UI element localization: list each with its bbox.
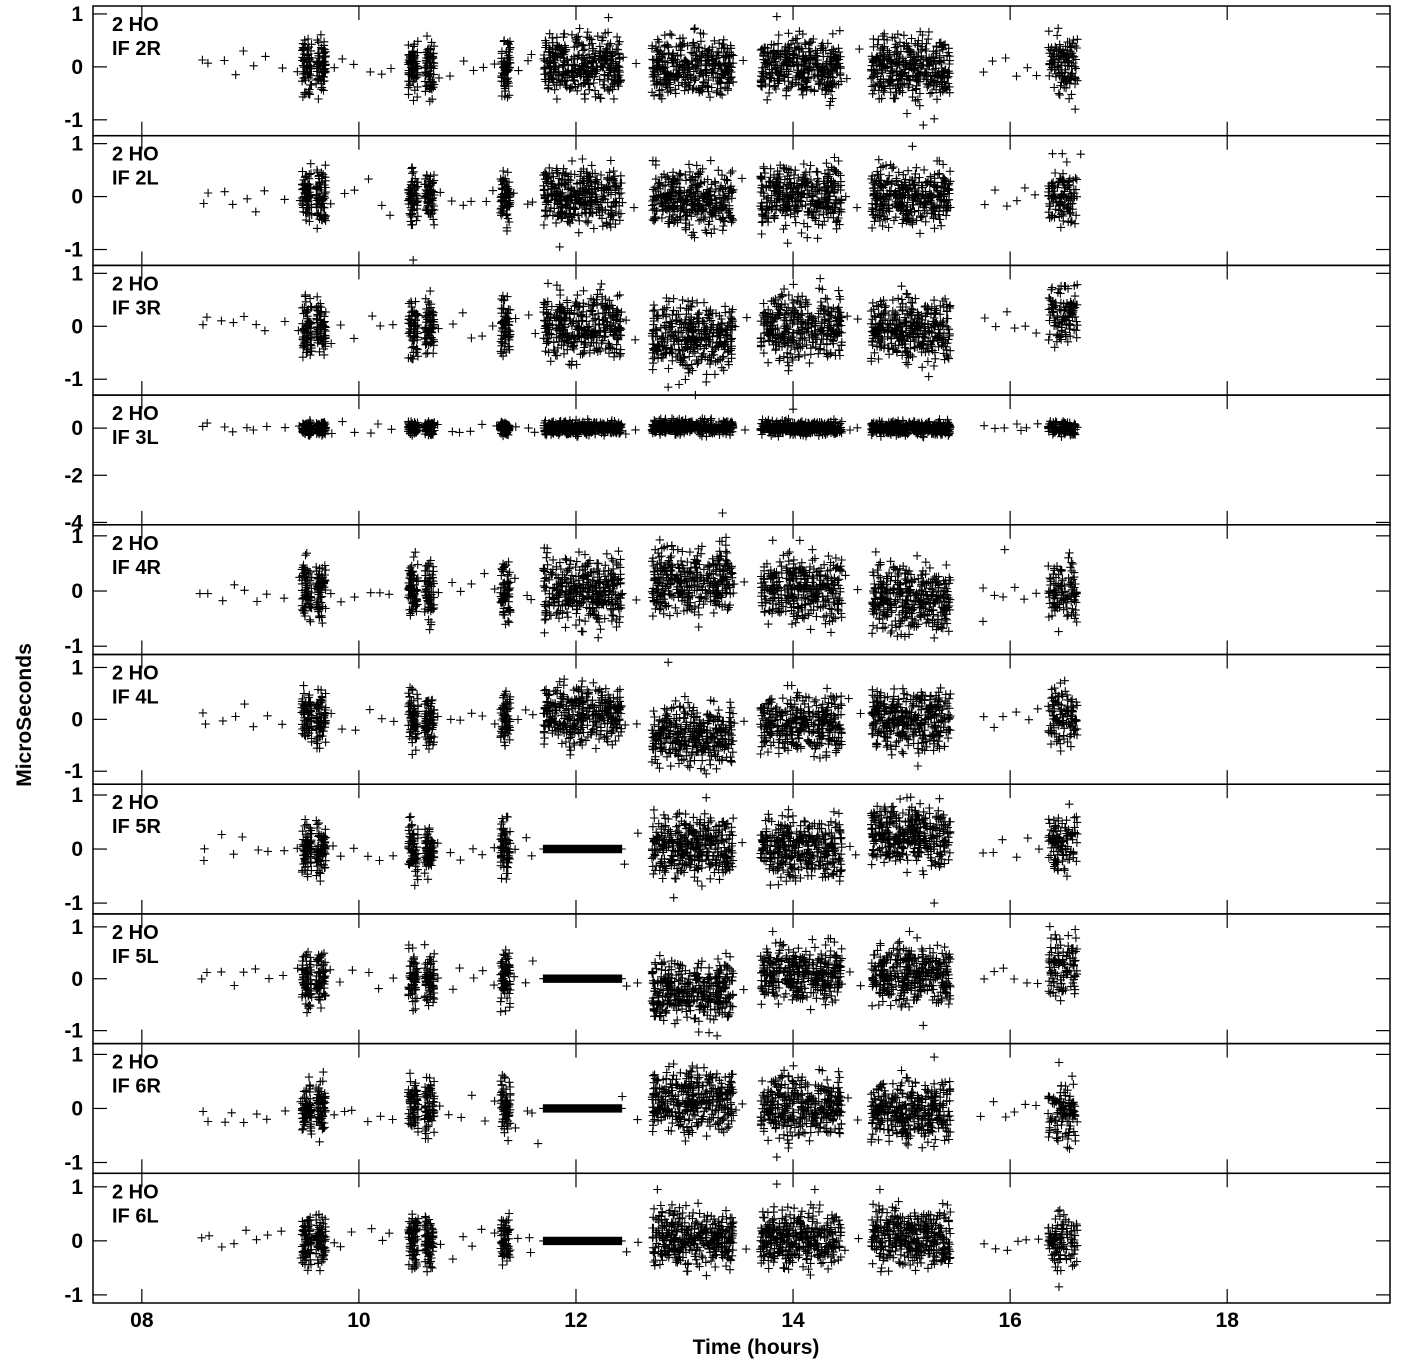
y-tick-label: -1 bbox=[64, 760, 83, 783]
data-points bbox=[197, 1179, 1082, 1291]
panel-label-if: IF 2R bbox=[112, 38, 161, 60]
y-tick-label: 0 bbox=[71, 417, 83, 440]
panel-label-if: IF 5L bbox=[112, 946, 159, 968]
panel-frame bbox=[92, 653, 1391, 785]
y-tick-label: -1 bbox=[64, 239, 83, 262]
panel-frame bbox=[92, 5, 1391, 137]
panel-frame bbox=[92, 913, 1391, 1045]
data-points bbox=[198, 1052, 1082, 1162]
x-axis-title: Time (hours) bbox=[693, 1336, 820, 1359]
x-tick-label: 08 bbox=[130, 1309, 154, 1332]
y-tick-label: -1 bbox=[64, 1020, 83, 1043]
x-tick-label: 18 bbox=[1216, 1309, 1240, 1332]
panel-label-antenna: 2 HO bbox=[112, 273, 159, 295]
x-tick-label: 10 bbox=[347, 1309, 370, 1332]
panel-label-antenna: 2 HO bbox=[112, 144, 159, 166]
y-tick-label: 0 bbox=[71, 56, 83, 79]
data-points bbox=[198, 390, 1082, 518]
y-tick-label: 0 bbox=[71, 968, 83, 991]
y-tick-label: 1 bbox=[71, 525, 83, 548]
panel-label-antenna: 2 HO bbox=[112, 792, 159, 814]
panel-label-if: IF 6R bbox=[112, 1076, 161, 1098]
y-tick-label: 0 bbox=[71, 1097, 83, 1120]
y-tick-label: -4 bbox=[64, 511, 83, 534]
y-tick-label: -1 bbox=[64, 892, 83, 915]
panel-frame bbox=[92, 1042, 1391, 1175]
panel-label-if: IF 4L bbox=[112, 687, 159, 709]
panel-label-antenna: 2 HO bbox=[112, 1052, 159, 1074]
y-axis-title: MicroSeconds bbox=[13, 643, 36, 787]
panel-label-antenna: 2 HO bbox=[112, 14, 159, 36]
panel-label-if: IF 2L bbox=[112, 168, 159, 190]
y-tick-label: -1 bbox=[64, 1151, 83, 1174]
y-tick-label: -1 bbox=[64, 635, 83, 658]
y-tick-label: 1 bbox=[71, 1176, 83, 1199]
y-tick-label: 1 bbox=[71, 133, 83, 156]
y-tick-label: 0 bbox=[71, 838, 83, 861]
panel-label-if: IF 3L bbox=[112, 427, 159, 449]
data-points bbox=[199, 793, 1082, 908]
x-tick-label: 16 bbox=[998, 1309, 1021, 1332]
panel-frame bbox=[92, 1172, 1391, 1304]
panel-frame bbox=[92, 134, 1391, 267]
panel-frame bbox=[92, 524, 1391, 656]
panel-label-if: IF 3R bbox=[112, 297, 161, 319]
panel-frame bbox=[92, 394, 1391, 526]
y-tick-label: 0 bbox=[71, 1230, 83, 1253]
y-tick-label: -2 bbox=[64, 464, 83, 487]
y-tick-label: 0 bbox=[71, 315, 83, 338]
panel-label-antenna: 2 HO bbox=[112, 922, 159, 944]
data-points bbox=[197, 922, 1082, 1040]
y-tick-label: -1 bbox=[64, 1284, 83, 1307]
data-points bbox=[195, 533, 1081, 643]
panel-label-antenna: 2 HO bbox=[112, 533, 159, 555]
y-tick-label: 1 bbox=[71, 1043, 83, 1066]
panel-label-antenna: 2 HO bbox=[112, 1181, 159, 1203]
y-tick-label: -1 bbox=[64, 368, 83, 391]
y-tick-label: 1 bbox=[71, 916, 83, 939]
x-axis: 08 10 12 14 16 18 bbox=[130, 1309, 1239, 1332]
panel-frame bbox=[92, 264, 1391, 396]
panel-label-if: IF 4R bbox=[112, 557, 161, 579]
y-tick-label: -1 bbox=[64, 109, 83, 132]
data-points bbox=[198, 12, 1082, 130]
y-tick-label: 0 bbox=[71, 708, 83, 731]
data-points bbox=[198, 274, 1082, 392]
y-tick-label: 0 bbox=[71, 580, 83, 603]
y-tick-label: 1 bbox=[71, 656, 83, 679]
x-tick-label: 14 bbox=[781, 1309, 805, 1332]
y-tick-label: 1 bbox=[71, 262, 83, 285]
panel-label-if: IF 5R bbox=[112, 816, 161, 838]
panel-frame bbox=[92, 783, 1391, 915]
x-tick-label: 12 bbox=[564, 1309, 587, 1332]
panel-label-if: IF 6L bbox=[112, 1205, 159, 1227]
panel-label-antenna: 2 HO bbox=[112, 663, 159, 685]
y-tick-label: 1 bbox=[71, 3, 83, 26]
panel-label-antenna: 2 HO bbox=[112, 403, 159, 425]
y-tick-label: 0 bbox=[71, 186, 83, 209]
data-points bbox=[198, 658, 1082, 778]
data-points bbox=[199, 142, 1085, 265]
y-tick-label: 1 bbox=[71, 784, 83, 807]
